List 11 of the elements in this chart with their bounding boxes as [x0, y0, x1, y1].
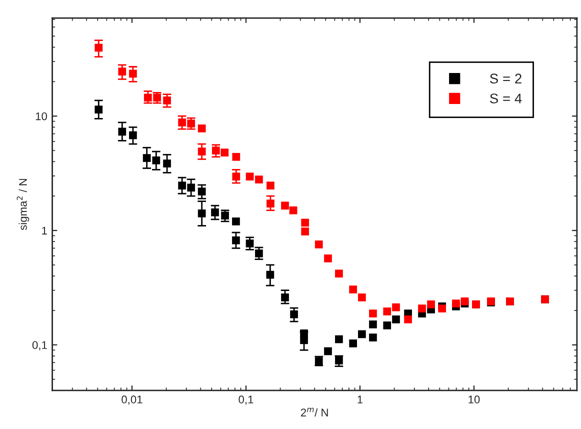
- y-tick-label: 1: [42, 226, 47, 235]
- y-tick-label: 0,1: [32, 341, 47, 350]
- x-tick-label: 0,01: [122, 396, 142, 405]
- x-tick-label: 0,1: [238, 396, 254, 405]
- y-axis-title: sigma$^{2}$ / N: [16, 178, 30, 230]
- x-tick-label: 1: [358, 396, 363, 404]
- x-axis-title: 2$^{m}$/ N: [300, 408, 328, 416]
- y-tick-label: 10: [36, 112, 47, 120]
- legend-label: S = 2: [490, 74, 522, 84]
- legend-label: S = 4: [490, 94, 522, 104]
- x-tick-label: 10: [468, 396, 480, 404]
